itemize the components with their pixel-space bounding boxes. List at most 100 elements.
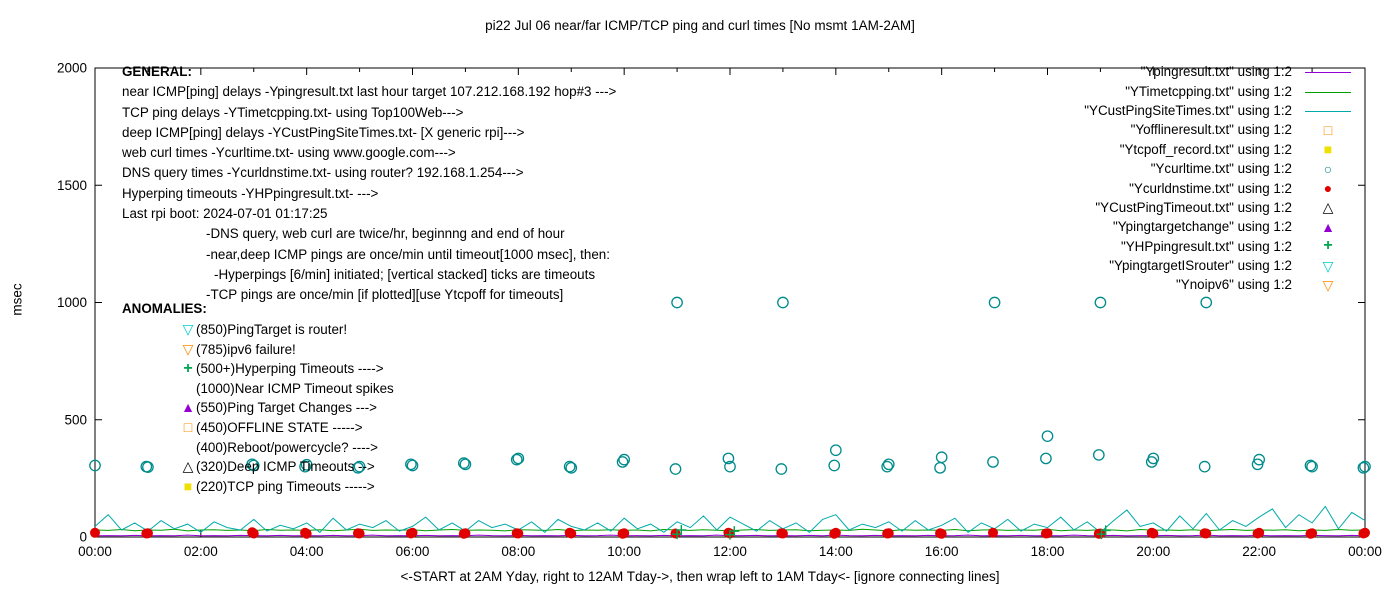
- point-circle-filled: [407, 527, 418, 538]
- anomaly-item: (1000)Near ICMP Timeout spikes: [180, 379, 394, 399]
- anomalies-notes: ANOMALIES: ▽ (850)PingTarget is router! ▽(…: [122, 301, 394, 496]
- point-plus: [676, 524, 687, 535]
- point-circle-open: [1198, 460, 1211, 473]
- point-circle-open: [987, 456, 999, 468]
- anomaly-item: □ (450)OFFLINE STATE ----->: [180, 418, 394, 438]
- point-circle-open: [1357, 461, 1370, 474]
- point-circle-open: [459, 458, 472, 471]
- point-circle-open: [669, 463, 682, 475]
- triangle-up-open-icon: △: [1322, 199, 1334, 216]
- point-circle-open: [1251, 458, 1264, 471]
- circle-filled-icon: ●: [1323, 180, 1333, 197]
- legend-line-sample: [1304, 84, 1352, 98]
- point-circle-open: [1094, 296, 1107, 309]
- point-circle-open: [829, 444, 842, 457]
- anomaly-item: ▲(550)Ping Target Changes --->: [180, 398, 394, 418]
- anomaly-text: (400)Reboot/powercycle? ---->: [196, 439, 378, 455]
- legend-label: "YCustPingTimeout.txt" using 1:2: [1095, 199, 1292, 215]
- point-circle-open: [89, 459, 101, 472]
- legend-label: "Ypingtargetchange" using 1:2: [1112, 219, 1292, 235]
- point-circle-open: [300, 458, 313, 471]
- legend-item: "YpingtargetISrouter" using 1:2 ▽: [1084, 256, 1352, 275]
- line-sample-icon: [1305, 111, 1351, 113]
- point-circle-open: [512, 452, 525, 465]
- anomaly-text: (850)PingTarget is router!: [196, 322, 348, 337]
- point-circle-open: [618, 453, 631, 466]
- legend-item: "YHPpingresult.txt" using 1:2 +: [1084, 237, 1352, 256]
- legend-line-sample: [1304, 65, 1352, 79]
- point-circle-filled: [883, 528, 894, 539]
- general-line: -TCP pings are once/min [if plotted][use…: [206, 287, 564, 303]
- anomaly-item: ▽ (850)PingTarget is router!: [180, 320, 394, 340]
- general-line: -near,deep ICMP pings are once/min until…: [206, 246, 610, 262]
- circle-open-icon: ○: [1323, 160, 1333, 177]
- square-filled-icon: ■: [1323, 141, 1333, 158]
- square-open-icon: □: [183, 418, 193, 435]
- legend-item: "Ypingtargetchange" using 1:2 ▲: [1084, 217, 1352, 236]
- point-circle-filled: [670, 528, 681, 539]
- point-circle-open: [1147, 452, 1160, 465]
- point-circle-filled: [248, 528, 259, 539]
- point-circle-open: [724, 460, 736, 473]
- triangle-down-open-icon: ▽: [182, 340, 194, 357]
- point-circle-filled: [777, 528, 788, 539]
- general-header: GENERAL:: [122, 64, 192, 79]
- point-plus: [729, 526, 740, 537]
- point-circle-open: [246, 458, 259, 471]
- legend-item: "Ycurldnstime.txt" using 1:2 ●: [1084, 178, 1352, 197]
- point-circle-filled: [1148, 528, 1159, 539]
- anomaly-item: ▽ (785)ipv6 failure!: [180, 340, 394, 360]
- point-circle-open: [299, 460, 311, 473]
- legend-label: "YHPpingresult.txt" using 1:2: [1120, 238, 1292, 254]
- x-tick-label: 00:00: [78, 544, 112, 559]
- general-line: -DNS query, web curl are twice/hr, begin…: [206, 226, 565, 242]
- square-filled-icon: ■: [183, 477, 193, 494]
- legend-line-sample: [1304, 103, 1352, 117]
- point-circle-filled: [1360, 527, 1370, 538]
- y-tick-label: 1500: [57, 178, 87, 193]
- line-sample-icon: [1305, 91, 1351, 93]
- point-circle-filled: [1307, 528, 1318, 539]
- x-tick-label: 10:00: [607, 544, 641, 559]
- point-circle-open: [563, 460, 576, 473]
- anomaly-text: (320)Deep ICMP Timeouts -->: [196, 459, 375, 475]
- x-tick-label: 06:00: [396, 544, 430, 559]
- point-circle-open: [406, 459, 419, 472]
- general-line: TCP ping delays -YTimetcpping.txt- using…: [122, 104, 464, 120]
- anomaly-list: ▽ (850)PingTarget is router! ▽ (785)ipv6 fa…: [180, 320, 394, 496]
- point-circle-open: [935, 451, 948, 464]
- x-tick-label: 02:00: [184, 544, 218, 559]
- point-circle-filled: [354, 528, 365, 539]
- legend-label: "Ynoipv6" using 1:2: [1176, 277, 1292, 293]
- point-circle-open: [1200, 296, 1213, 309]
- triangle-up-filled-icon: ▲: [181, 399, 195, 416]
- legend-label: "Ytcpoff_record.txt" using 1:2: [1119, 141, 1292, 157]
- legend-item: "YTimetcpping.txt" using 1:2: [1084, 81, 1352, 100]
- legend-label: "YpingtargetISrouter" using 1:2: [1109, 258, 1292, 274]
- point-circle-open: [1092, 449, 1105, 461]
- triangle-up-filled-icon: ▲: [1321, 218, 1335, 235]
- point-circle-filled: [619, 528, 630, 539]
- legend-label: "Ycurltime.txt" using 1:2: [1150, 161, 1292, 177]
- point-circle-open: [1304, 459, 1317, 472]
- anomalies-header: ANOMALIES:: [122, 301, 207, 316]
- point-circle-filled: [301, 528, 312, 539]
- triangle-down-open-icon: ▽: [1322, 276, 1334, 293]
- point-circle-filled: [1254, 527, 1265, 538]
- point-circle-open: [881, 460, 894, 473]
- point-circle-open: [828, 459, 841, 472]
- legend-label: "Yofflineresult.txt" using 1:2: [1130, 122, 1292, 138]
- series-line-YCustPingSiteTimes.txt: [94, 505, 1366, 533]
- point-circle-filled: [1042, 528, 1053, 539]
- legend-label: "Ycurldnstime.txt" using 1:2: [1129, 180, 1292, 196]
- anomaly-text: (500+)Hyperping Timeouts ---->: [196, 361, 384, 377]
- anomaly-item: + (500+)Hyperping Timeouts ---->: [180, 359, 394, 379]
- x-tick-label: 16:00: [925, 544, 959, 559]
- x-tick-label: 20:00: [1136, 544, 1170, 559]
- point-circle-filled: [513, 528, 524, 539]
- general-notes: GENERAL: near ICMP[ping] delays -Ypingre…: [122, 62, 616, 306]
- x-tick-label: 18:00: [1031, 544, 1065, 559]
- x-axis-label: <-START at 2AM Yday, right to 12AM Tday-…: [400, 569, 1000, 584]
- point-circle-open: [1041, 430, 1054, 443]
